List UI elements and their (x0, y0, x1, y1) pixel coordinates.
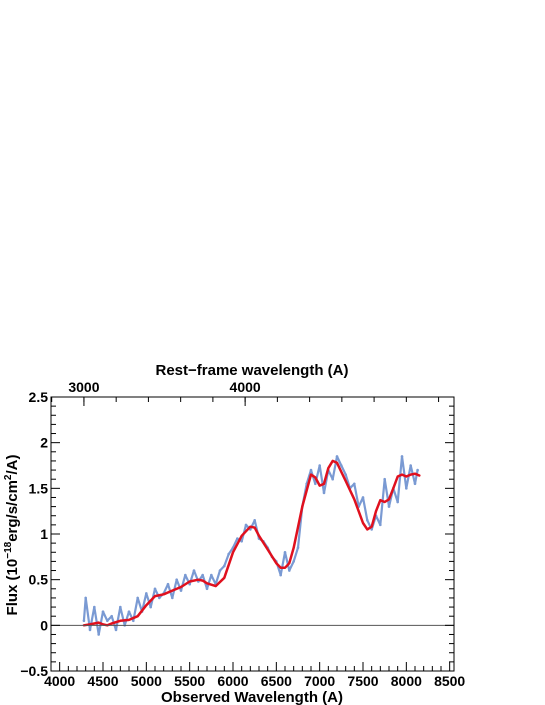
spectrum-point (88, 628, 92, 632)
spectrum-point (171, 596, 174, 600)
spectrum-point (114, 628, 118, 632)
spectrum-point (240, 540, 243, 543)
y-tick-label: −0.5 (20, 663, 48, 679)
smoothed-fit-line (82, 459, 421, 627)
spectrum-point (416, 468, 419, 472)
y-tick-label: 2 (40, 435, 48, 451)
spectrum-point (110, 614, 113, 618)
y-tick-label: 0.5 (29, 572, 49, 588)
spectrum-point (158, 596, 161, 600)
y-tick-label: 1 (40, 526, 48, 542)
spectrum-point (253, 519, 256, 522)
spectrum-point (409, 464, 412, 467)
x-tick-label: 5000 (131, 673, 162, 689)
spectrum-point (353, 482, 356, 486)
spectrum-point (331, 477, 334, 481)
spectrum-point (361, 496, 365, 499)
spectrum-point (335, 455, 339, 458)
spectrum-point (227, 552, 230, 556)
spectrum-point (210, 573, 213, 577)
spectrum-point (153, 587, 157, 591)
spectrum-point (292, 560, 295, 563)
spectrum-point (166, 582, 170, 586)
spectrum-point (405, 487, 408, 490)
x-tick-label: 4500 (87, 673, 118, 689)
x-tick-label: 7000 (304, 673, 335, 689)
spectrum-point (370, 528, 373, 531)
spectrum-point (101, 610, 105, 613)
spectrum-point (244, 523, 248, 527)
spectrum-point (192, 569, 196, 572)
spectrum-point (383, 477, 386, 481)
spectrum-point (283, 550, 287, 554)
spectrum-point (82, 619, 86, 623)
spectrum-point (279, 573, 282, 577)
spectrum-point (136, 596, 139, 600)
top-axis-title: Rest−frame wavelength (A) (156, 362, 349, 379)
spectrum-point (127, 610, 131, 613)
spectrum-point (93, 605, 96, 609)
y-axis-ticks: −0.5 0 0.5 1 1.5 2 2.5 (20, 389, 454, 679)
y-tick-label: 1.5 (29, 480, 49, 496)
spectrum-point (201, 573, 204, 577)
spectrum-point (179, 589, 183, 592)
x-axis-ticks: 4000 4500 5000 5500 6000 6500 7000 7500 8000 8500 (44, 662, 465, 689)
spectrum-point (149, 605, 152, 609)
x-tick-label: 8500 (434, 673, 465, 689)
top-tick-label: 3000 (68, 379, 99, 395)
x-axis-title: Observed Wavelength (A) (161, 689, 343, 705)
spectrum-point (119, 605, 122, 609)
spectrum-point (387, 505, 391, 508)
spectrum-point (184, 573, 187, 577)
spectrum-point (340, 464, 343, 467)
x-tick-label: 7500 (347, 673, 378, 689)
spectrum-point (296, 546, 300, 549)
spectrum-point (188, 582, 191, 586)
spectrum-point (396, 500, 399, 504)
spectrum-point (223, 564, 226, 568)
spectrum-point (175, 578, 178, 581)
plot-frame (50, 396, 455, 672)
spectrum-point (344, 473, 347, 476)
x-tick-label: 8000 (391, 673, 422, 689)
smoothed-fit-series (82, 459, 421, 627)
spectrum-line (82, 455, 419, 636)
spectrum-point (97, 633, 100, 636)
x-tick-label: 6000 (217, 673, 248, 689)
spectrum-point (84, 596, 87, 600)
spectrum-point (236, 537, 239, 540)
x-tick-label: 5500 (174, 673, 205, 689)
spectrum-point (322, 491, 326, 495)
spectrum-point (366, 519, 369, 522)
spectrum-point (106, 619, 109, 623)
spectrum-series (82, 455, 419, 636)
spectrum-point (314, 482, 317, 486)
spectrum-point (400, 455, 404, 458)
top-axis-ticks: 3000 4000 (51, 379, 440, 406)
top-tick-label: 4000 (230, 379, 261, 395)
y-tick-label: 2.5 (29, 389, 49, 405)
x-tick-label: 4000 (44, 673, 75, 689)
spectrum-point (218, 569, 222, 572)
spectrum-point (413, 482, 417, 486)
spectrum-point (318, 464, 321, 467)
spectrum-point (379, 523, 382, 527)
spectrum-point (309, 468, 313, 472)
y-axis-title: Flux (10−18erg/s/cm2/A) (3, 455, 21, 616)
spectrum-point (145, 592, 148, 595)
y-tick-label: 0 (40, 617, 48, 633)
x-tick-label: 6500 (261, 673, 292, 689)
spectrum-point (205, 587, 209, 591)
spectrum-point (288, 569, 291, 572)
spectrum-point (132, 619, 135, 623)
spectrum-point (231, 546, 235, 549)
